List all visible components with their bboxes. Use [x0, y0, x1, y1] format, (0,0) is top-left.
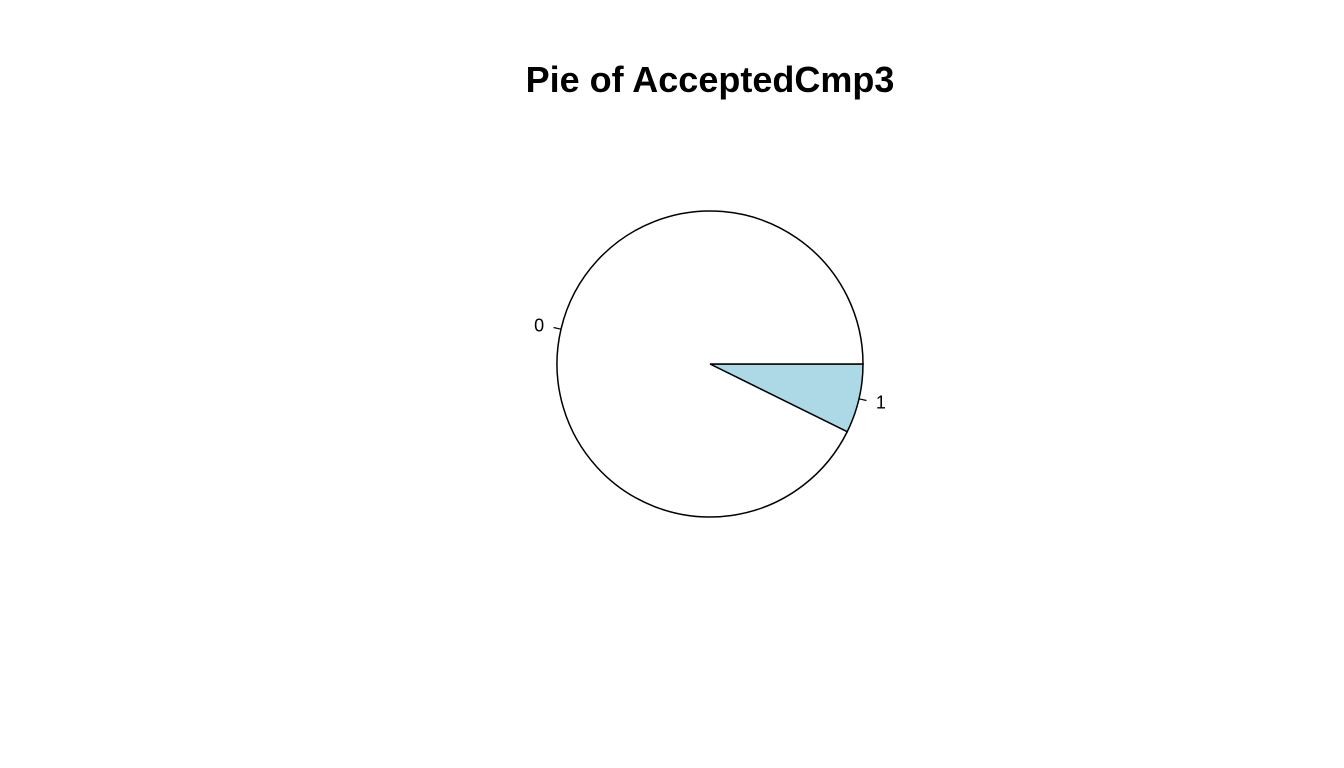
pie-label-tick-1: [858, 398, 867, 402]
pie-slice-0: [556, 210, 864, 518]
pie-label-tick-0: [553, 326, 562, 330]
pie-label-1: 1: [876, 392, 886, 412]
chart-title: Pie of AcceptedCmp3: [525, 59, 895, 100]
pie-label-0: 0: [534, 316, 544, 336]
